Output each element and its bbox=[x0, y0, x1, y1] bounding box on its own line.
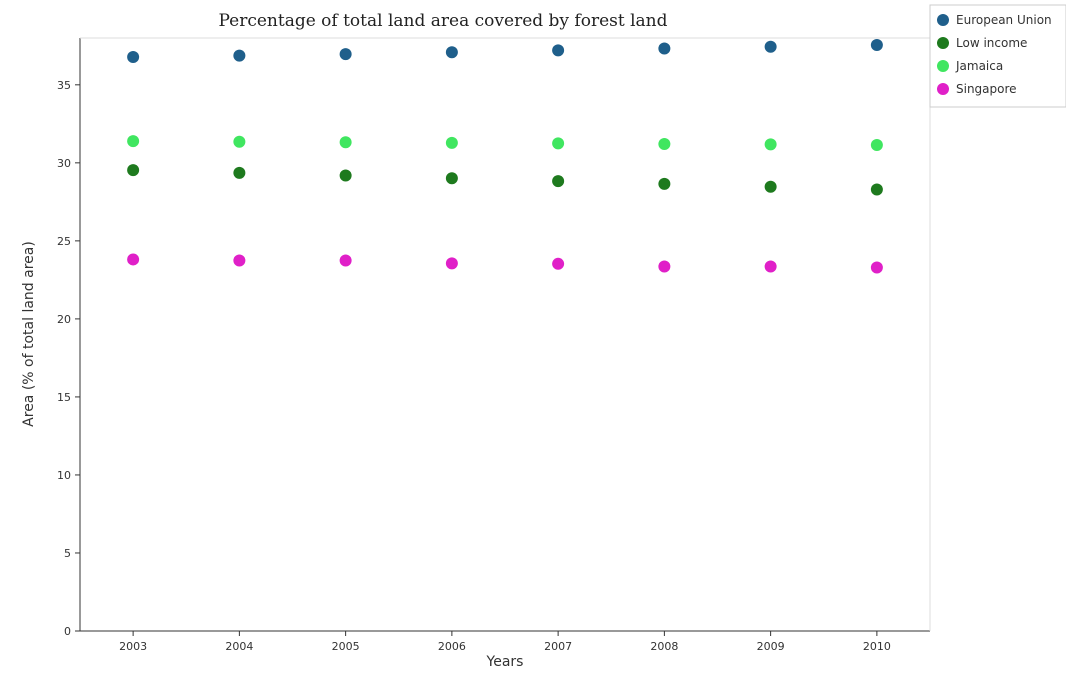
y-tick-label: 20 bbox=[57, 313, 71, 326]
legend-marker bbox=[937, 14, 949, 26]
data-point bbox=[552, 137, 565, 150]
data-point bbox=[870, 139, 883, 152]
data-point bbox=[764, 260, 777, 273]
y-tick-label: 5 bbox=[64, 547, 71, 560]
data-point bbox=[445, 136, 458, 149]
data-point bbox=[127, 253, 140, 266]
data-point bbox=[445, 172, 458, 185]
y-axis-title: Area (% of total land area) bbox=[21, 241, 37, 427]
x-tick-label: 2003 bbox=[119, 640, 147, 653]
data-point bbox=[233, 166, 246, 179]
data-point bbox=[339, 136, 352, 149]
x-tick-label: 2005 bbox=[332, 640, 360, 653]
data-point bbox=[339, 254, 352, 267]
data-point bbox=[764, 180, 777, 193]
legend-label: Singapore bbox=[956, 82, 1017, 96]
y-tick-label: 10 bbox=[57, 469, 71, 482]
legend: European Union Low income Jamaica Singapore bbox=[929, 4, 1066, 108]
legend-label: European Union bbox=[956, 13, 1052, 27]
data-point bbox=[445, 257, 458, 270]
y-tick-label: 35 bbox=[57, 79, 71, 92]
y-ticks: 0 5 10 15 20 25 30 35 bbox=[57, 79, 80, 638]
data-point bbox=[870, 261, 883, 274]
data-point bbox=[339, 169, 352, 182]
x-tick-label: 2010 bbox=[863, 640, 891, 653]
data-point bbox=[233, 49, 246, 62]
data-point bbox=[233, 135, 246, 148]
y-tick-label: 15 bbox=[57, 391, 71, 404]
legend-label: Low income bbox=[956, 36, 1027, 50]
series-2 bbox=[127, 135, 883, 152]
data-point bbox=[658, 177, 671, 190]
data-point bbox=[552, 44, 565, 57]
x-axis-title: Years bbox=[486, 654, 524, 670]
data-point bbox=[870, 183, 883, 196]
data-point bbox=[127, 135, 140, 148]
series-3 bbox=[127, 253, 883, 274]
data-point bbox=[127, 51, 140, 64]
legend-marker bbox=[937, 37, 949, 49]
legend-marker bbox=[937, 83, 949, 95]
legend-label: Jamaica bbox=[955, 59, 1003, 73]
legend-marker bbox=[937, 60, 949, 72]
data-point bbox=[552, 257, 565, 270]
series-0 bbox=[127, 39, 883, 64]
data-point bbox=[445, 46, 458, 59]
data-point bbox=[764, 138, 777, 151]
data-point bbox=[127, 164, 140, 177]
legend-box bbox=[929, 4, 1066, 108]
y-tick-label: 30 bbox=[57, 157, 71, 170]
y-tick-label: 25 bbox=[57, 235, 71, 248]
chart-title: Percentage of total land area covered by… bbox=[218, 11, 667, 31]
x-tick-label: 2009 bbox=[757, 640, 785, 653]
data-point bbox=[658, 260, 671, 273]
data-point bbox=[658, 42, 671, 55]
data-point bbox=[658, 137, 671, 150]
x-tick-label: 2006 bbox=[438, 640, 466, 653]
data-point bbox=[870, 39, 883, 52]
series-points bbox=[127, 39, 883, 274]
series-1 bbox=[127, 164, 883, 196]
data-point bbox=[764, 40, 777, 53]
x-ticks: 2003 2004 2005 2006 2007 2008 2009 2010 bbox=[119, 631, 891, 653]
data-point bbox=[552, 175, 565, 188]
x-tick-label: 2004 bbox=[225, 640, 253, 653]
x-tick-label: 2008 bbox=[650, 640, 678, 653]
y-tick-label: 0 bbox=[64, 625, 71, 638]
data-point bbox=[339, 48, 352, 61]
data-point bbox=[233, 254, 246, 267]
x-tick-label: 2007 bbox=[544, 640, 572, 653]
